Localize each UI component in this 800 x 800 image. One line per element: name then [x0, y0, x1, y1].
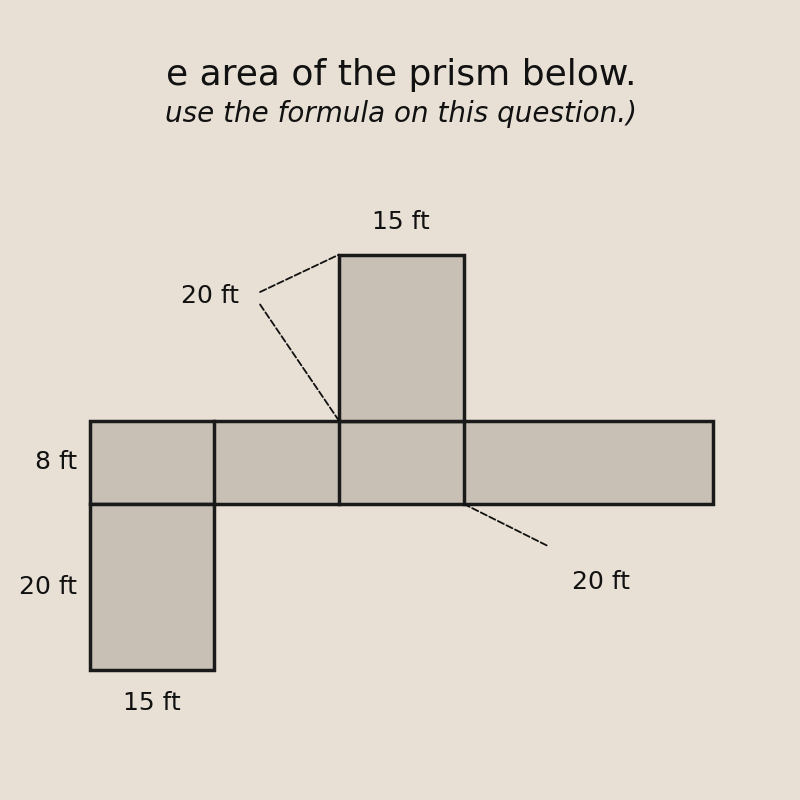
- Text: 20 ft: 20 ft: [19, 575, 78, 599]
- Text: 20 ft: 20 ft: [182, 284, 239, 308]
- Bar: [339, 254, 463, 421]
- Text: 20 ft: 20 ft: [571, 570, 630, 594]
- Text: e area of the prism below.: e area of the prism below.: [166, 58, 637, 91]
- Text: 8 ft: 8 ft: [35, 450, 78, 474]
- Text: 15 ft: 15 ft: [372, 210, 430, 234]
- Bar: [90, 421, 713, 504]
- Bar: [90, 504, 214, 670]
- Text: use the formula on this question.): use the formula on this question.): [166, 100, 638, 128]
- Text: 15 ft: 15 ft: [123, 690, 181, 714]
